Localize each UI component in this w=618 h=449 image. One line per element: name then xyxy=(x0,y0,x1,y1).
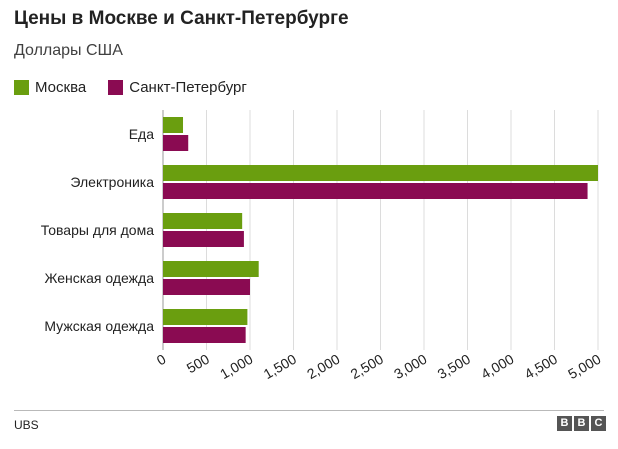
footer-divider xyxy=(14,410,604,411)
legend-label-moscow: Москва xyxy=(35,79,87,96)
category-labels: Еда Электроника Товары для дома Женская оде… xyxy=(41,126,154,334)
x-tick-label: 5,000 xyxy=(565,351,604,382)
bar-spb xyxy=(163,135,189,151)
x-tick-label: 4,500 xyxy=(522,351,561,382)
bar-moscow xyxy=(163,261,259,277)
source-label: UBS xyxy=(14,418,39,432)
x-tick-label: 3,500 xyxy=(435,351,474,382)
bbc-logo: B B C xyxy=(555,416,606,431)
legend-swatch-moscow xyxy=(14,80,29,95)
x-tick-label: 3,000 xyxy=(391,351,430,382)
bar-spb xyxy=(163,279,250,295)
bar-moscow xyxy=(163,213,243,229)
bar-spb xyxy=(163,327,246,343)
category-label: Женская одежда xyxy=(44,270,154,286)
chart-title: Цены в Москве и Санкт-Петербурге xyxy=(14,8,349,29)
bar-moscow xyxy=(163,165,598,181)
x-tick-label: 4,000 xyxy=(478,351,517,382)
x-tick-labels: 0 500 1,000 1,500 2,000 2,500 3,000 3,500 4,000 4… xyxy=(154,351,604,382)
legend: Москва Санкт-Петербург xyxy=(14,79,269,96)
bar-spb xyxy=(163,183,588,199)
legend-label-spb: Санкт-Петербург xyxy=(129,79,247,96)
bar-moscow xyxy=(163,309,248,325)
bar-chart: Еда Электроника Товары для дома Женская оде… xyxy=(41,110,604,382)
bbc-logo-letter: B xyxy=(574,416,589,431)
x-tick-label: 1,000 xyxy=(217,351,256,382)
category-label: Товары для дома xyxy=(41,222,154,238)
x-tick-label: 2,000 xyxy=(304,351,343,382)
x-tick-label: 2,500 xyxy=(348,351,387,382)
bbc-logo-letter: B xyxy=(557,416,572,431)
category-label: Мужская одежда xyxy=(44,318,154,334)
category-label: Электроника xyxy=(70,174,154,190)
bar-spb xyxy=(163,231,244,247)
bar-layer xyxy=(163,117,598,343)
bbc-logo-letter: C xyxy=(591,416,606,431)
bar-moscow xyxy=(163,117,184,133)
legend-swatch-spb xyxy=(108,80,124,95)
legend-item-spb: Санкт-Петербург xyxy=(108,79,247,96)
x-tick-label: 0 xyxy=(154,351,169,369)
x-tick-label: 500 xyxy=(184,351,212,377)
category-label: Еда xyxy=(129,126,155,142)
legend-item-moscow: Москва xyxy=(14,79,86,96)
chart-subtitle: Доллары США xyxy=(14,42,123,59)
x-tick-label: 1,500 xyxy=(261,351,300,382)
